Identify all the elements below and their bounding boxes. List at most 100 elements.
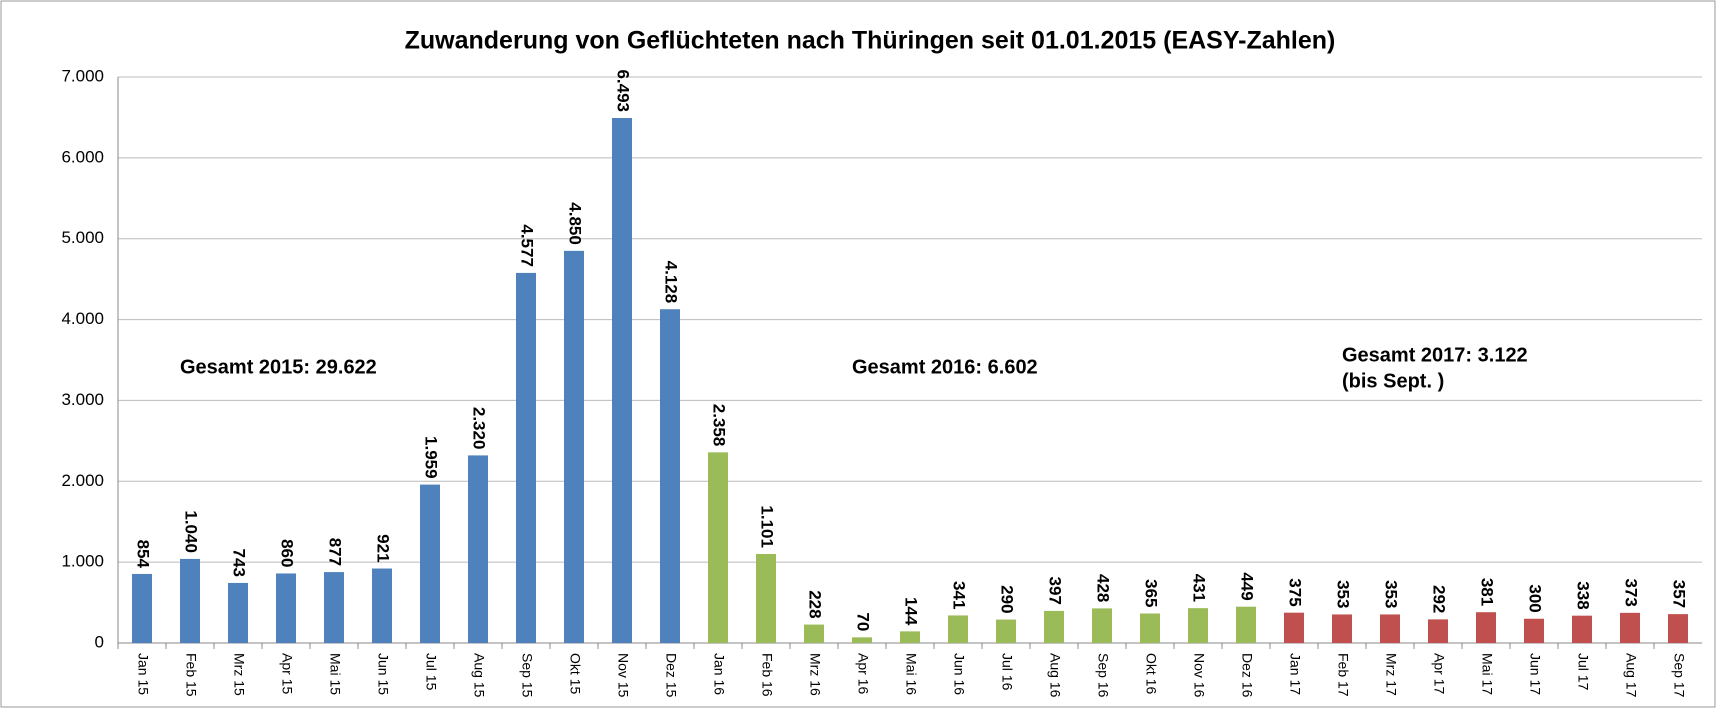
y-tick-label: 0 — [95, 632, 104, 651]
bar — [852, 637, 872, 643]
data-label: 397 — [1046, 577, 1065, 605]
data-label: 449 — [1238, 572, 1257, 600]
data-label: 4.850 — [566, 202, 585, 245]
y-tick-label: 6.000 — [61, 147, 104, 166]
annotation: Gesamt 2017: 3.122 — [1342, 344, 1528, 366]
x-tick-label: Mai 16 — [903, 653, 919, 695]
bar — [516, 272, 536, 643]
y-tick-label: 5.000 — [61, 228, 104, 247]
data-label: 365 — [1142, 579, 1161, 607]
x-tick-label: Feb 17 — [1335, 653, 1351, 697]
bar — [564, 250, 584, 644]
y-tick-label: 7.000 — [61, 66, 104, 85]
bar — [996, 619, 1016, 643]
bar — [1620, 612, 1640, 643]
bar — [756, 553, 776, 643]
x-tick-label: Mai 15 — [327, 653, 343, 695]
bar — [948, 615, 968, 643]
x-tick-label: Okt 16 — [1143, 653, 1159, 694]
x-tick-label: Sep 17 — [1671, 653, 1687, 698]
data-label: 353 — [1334, 580, 1353, 608]
bar — [660, 309, 680, 643]
y-tick-label: 2.000 — [61, 471, 104, 490]
x-tick-label: Nov 15 — [615, 653, 631, 698]
bar — [804, 624, 824, 643]
x-tick-label: Aug 15 — [471, 653, 487, 698]
data-label: 6.493 — [614, 69, 633, 112]
x-tick-label: Jun 15 — [375, 653, 391, 695]
x-tick-label: Aug 17 — [1623, 653, 1639, 698]
annotation: Gesamt 2016: 6.602 — [852, 356, 1038, 378]
bar — [1188, 608, 1208, 643]
x-tick-label: Jan 15 — [135, 653, 151, 695]
data-label: 373 — [1622, 578, 1641, 606]
x-tick-label: Jul 16 — [999, 653, 1015, 691]
data-label: 921 — [374, 534, 393, 562]
data-label: 290 — [998, 585, 1017, 613]
bar — [372, 568, 392, 643]
x-tick-label: Mrz 17 — [1383, 653, 1399, 696]
bar — [1476, 612, 1496, 643]
bar — [180, 558, 200, 643]
chart-title: Zuwanderung von Geflüchteten nach Thürin… — [405, 27, 1336, 55]
x-tick-label: Apr 16 — [855, 653, 871, 694]
data-label: 877 — [326, 538, 345, 566]
bar — [1044, 610, 1064, 643]
bar — [1140, 613, 1160, 643]
y-tick-label: 3.000 — [61, 390, 104, 409]
data-label: 4.577 — [518, 224, 537, 267]
bar — [324, 572, 344, 643]
data-label: 292 — [1430, 585, 1449, 613]
annotation: (bis Sept. ) — [1342, 370, 1444, 392]
x-tick-label: Nov 16 — [1191, 653, 1207, 698]
bar — [1284, 612, 1304, 643]
data-label: 341 — [950, 581, 969, 609]
data-label: 1.959 — [422, 436, 441, 479]
x-tick-label: Sep 15 — [519, 653, 535, 698]
x-tick-label: Jul 17 — [1575, 653, 1591, 691]
bar — [1332, 614, 1352, 643]
bar — [1572, 615, 1592, 643]
data-label: 300 — [1526, 584, 1545, 612]
x-tick-label: Dez 16 — [1239, 653, 1255, 698]
data-label: 338 — [1574, 581, 1593, 609]
annotation: Gesamt 2015: 29.622 — [180, 356, 377, 378]
bar — [1428, 619, 1448, 643]
bar — [420, 484, 440, 643]
data-label: 431 — [1190, 574, 1209, 602]
x-tick-label: Jan 16 — [711, 653, 727, 695]
data-label: 743 — [230, 549, 249, 577]
x-tick-label: Mai 17 — [1479, 653, 1495, 695]
bar — [468, 455, 488, 643]
data-label: 4.128 — [662, 261, 681, 304]
data-label: 375 — [1286, 578, 1305, 606]
x-tick-label: Jul 15 — [423, 653, 439, 691]
x-tick-label: Mrz 16 — [807, 653, 823, 696]
data-label: 2.320 — [470, 407, 489, 450]
data-label: 228 — [806, 590, 825, 618]
data-label: 2.358 — [710, 404, 729, 447]
bar — [1668, 614, 1688, 643]
x-tick-label: Feb 16 — [759, 653, 775, 697]
bar — [276, 573, 296, 643]
bar — [708, 452, 728, 643]
bar — [228, 582, 248, 643]
data-label: 353 — [1382, 580, 1401, 608]
x-tick-label: Mrz 15 — [231, 653, 247, 696]
data-label: 428 — [1094, 574, 1113, 602]
bar — [132, 573, 152, 643]
bar — [1236, 606, 1256, 643]
x-tick-label: Feb 15 — [183, 653, 199, 697]
x-tick-label: Sep 16 — [1095, 653, 1111, 698]
data-label: 854 — [134, 540, 153, 569]
data-label: 860 — [278, 539, 297, 567]
y-tick-label: 4.000 — [61, 309, 104, 328]
x-tick-label: Apr 15 — [279, 653, 295, 694]
x-tick-label: Jan 17 — [1287, 653, 1303, 695]
data-label: 70 — [854, 612, 873, 631]
y-tick-label: 1.000 — [61, 552, 104, 571]
bar — [1092, 608, 1112, 643]
data-label: 1.101 — [758, 505, 777, 548]
x-tick-label: Okt 15 — [567, 653, 583, 694]
